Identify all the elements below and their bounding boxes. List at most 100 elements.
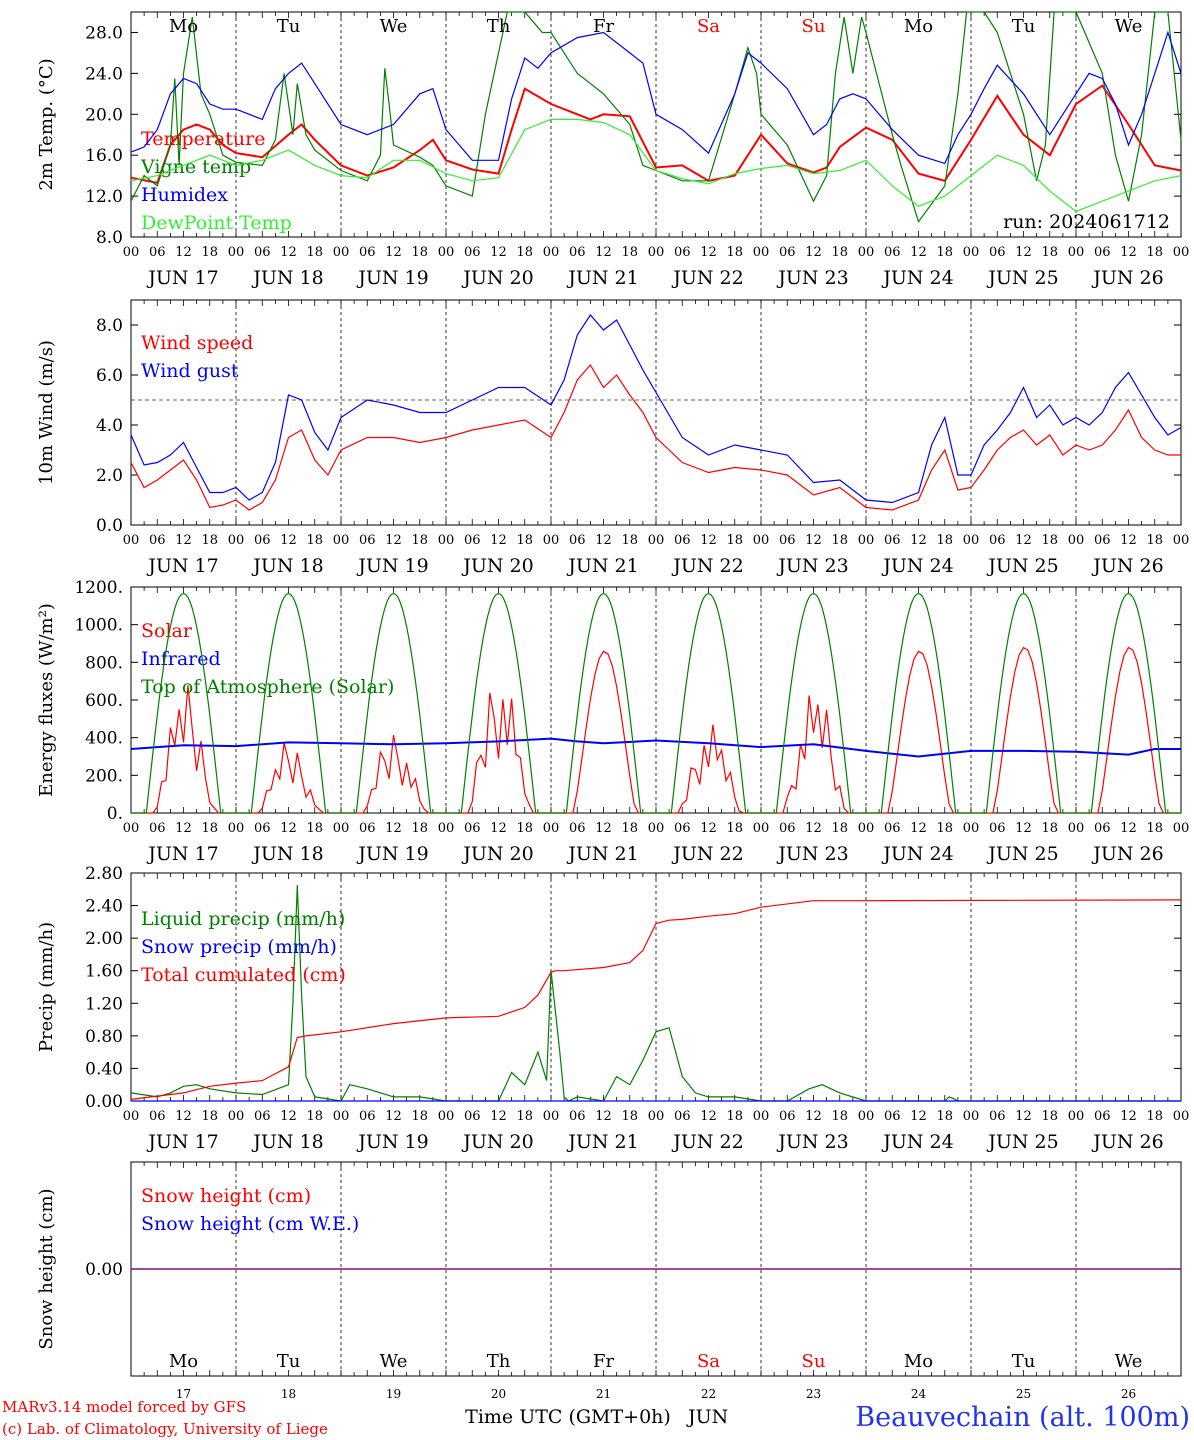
date-label: JUN 18: [251, 1131, 323, 1153]
date-label: JUN 20: [461, 555, 533, 577]
hour-tick-label: 00: [1068, 1109, 1085, 1124]
hour-tick-label: 12: [595, 821, 612, 836]
date-label: JUN 19: [356, 555, 428, 577]
hour-tick-label: 12: [805, 533, 822, 548]
date-label: JUN 26: [1091, 555, 1163, 577]
hour-tick-label: 06: [1094, 1109, 1111, 1124]
weekday-label: We: [380, 16, 408, 37]
date-label: JUN 20: [461, 1131, 533, 1153]
hour-tick-label: 06: [989, 821, 1006, 836]
station-label: Beauvechain (alt. 100m): [855, 1402, 1190, 1433]
hour-tick-label: 00: [1173, 533, 1190, 548]
hour-tick-label: 06: [1094, 245, 1111, 260]
legend-temperature-1: Vigne temp: [140, 156, 251, 178]
weekday-label: Mo: [169, 16, 198, 37]
hour-tick-label: 12: [1015, 821, 1032, 836]
hour-tick-label: 00: [858, 245, 875, 260]
date-label: JUN 23: [776, 555, 848, 577]
copyright-credit: (c) Lab. of Climatology, University of L…: [2, 1420, 328, 1438]
hour-tick-label: 00: [333, 821, 350, 836]
y-tick-label: 1.60: [85, 962, 123, 982]
hour-tick-label: 12: [910, 533, 927, 548]
hour-tick-label: 18: [411, 1109, 428, 1124]
hour-tick-label: 18: [621, 245, 638, 260]
hour-tick-label: 12: [175, 821, 192, 836]
weekday-label: Fr: [593, 16, 614, 37]
hour-tick-label: 00: [753, 821, 770, 836]
hour-tick-label: 12: [280, 821, 297, 836]
date-label: JUN 21: [566, 555, 638, 577]
y-tick-label: 400.: [85, 729, 123, 749]
hour-tick-label: 00: [1173, 1109, 1190, 1124]
hour-tick-label: 18: [306, 245, 323, 260]
series-line-energy-2: [131, 592, 1181, 814]
hour-tick-label: 12: [490, 821, 507, 836]
hour-tick-label: 06: [989, 245, 1006, 260]
hour-tick-label: 18: [726, 821, 743, 836]
hour-tick-label: 18: [936, 533, 953, 548]
legend-temperature-0: Temperature: [141, 128, 265, 150]
y-tick-label: 8.0: [96, 316, 123, 336]
day-number-label: 25: [1016, 1387, 1031, 1401]
legend-energy-1: Infrared: [141, 648, 221, 670]
hour-tick-label: 06: [779, 245, 796, 260]
hour-tick-label: 18: [306, 821, 323, 836]
hour-tick-label: 00: [438, 821, 455, 836]
hour-tick-label: 18: [1041, 533, 1058, 548]
hour-tick-label: 12: [700, 821, 717, 836]
date-label: JUN 24: [881, 1131, 953, 1153]
date-label: JUN 20: [461, 843, 533, 865]
hour-tick-label: 06: [149, 1109, 166, 1124]
y-tick-label: 4.0: [96, 416, 123, 436]
hour-tick-label: 12: [280, 1109, 297, 1124]
weekday-label: Th: [487, 16, 511, 37]
date-label: JUN 19: [356, 1131, 428, 1153]
hour-tick-label: 06: [464, 245, 481, 260]
hour-tick-label: 12: [1120, 245, 1137, 260]
date-label: JUN 25: [986, 267, 1058, 289]
hour-tick-label: 18: [516, 245, 533, 260]
hour-tick-label: 12: [385, 1109, 402, 1124]
hour-tick-label: 00: [1068, 821, 1085, 836]
y-tick-label: 2.0: [96, 466, 123, 486]
weekday-label: Su: [802, 1351, 826, 1372]
y-tick-label: 8.0: [96, 228, 123, 248]
hour-tick-label: 06: [1094, 533, 1111, 548]
hour-tick-label: 00: [1068, 245, 1085, 260]
hour-tick-label: 06: [779, 821, 796, 836]
hour-tick-label: 12: [910, 245, 927, 260]
hour-tick-label: 00: [438, 245, 455, 260]
month-label: JUN: [686, 1406, 728, 1428]
hour-tick-label: 06: [779, 1109, 796, 1124]
y-axis-label: 2m Temp. (°C): [36, 58, 57, 190]
hour-tick-label: 06: [149, 533, 166, 548]
y-tick-label: 0.00: [85, 1092, 123, 1112]
weekday-label: Tu: [277, 1351, 301, 1372]
y-tick-label: 0.00: [85, 1260, 123, 1280]
hour-tick-label: 06: [254, 821, 271, 836]
hour-tick-label: 12: [280, 533, 297, 548]
date-label: JUN 17: [146, 555, 218, 577]
hour-tick-label: 06: [149, 245, 166, 260]
day-number-label: 19: [386, 1387, 401, 1401]
hour-tick-label: 18: [1146, 245, 1163, 260]
series-line-wind-0: [130, 363, 1181, 511]
date-label: JUN 24: [881, 267, 953, 289]
series-line-precip-2: [130, 899, 1182, 1100]
y-tick-label: 28.0: [85, 23, 123, 43]
date-label: JUN 25: [986, 843, 1058, 865]
hour-tick-label: 18: [516, 1109, 533, 1124]
hour-tick-label: 00: [963, 533, 980, 548]
hour-tick-label: 18: [306, 1109, 323, 1124]
hour-tick-label: 06: [359, 1109, 376, 1124]
date-label: JUN 20: [461, 267, 533, 289]
hour-tick-label: 00: [123, 245, 140, 260]
y-tick-label: 1.20: [85, 994, 123, 1014]
date-label: JUN 21: [566, 843, 638, 865]
hour-tick-label: 18: [1041, 1109, 1058, 1124]
hour-tick-label: 06: [359, 821, 376, 836]
hour-tick-label: 12: [700, 533, 717, 548]
hour-tick-label: 12: [175, 245, 192, 260]
hour-tick-label: 18: [1146, 821, 1163, 836]
date-label: JUN 21: [566, 1131, 638, 1153]
